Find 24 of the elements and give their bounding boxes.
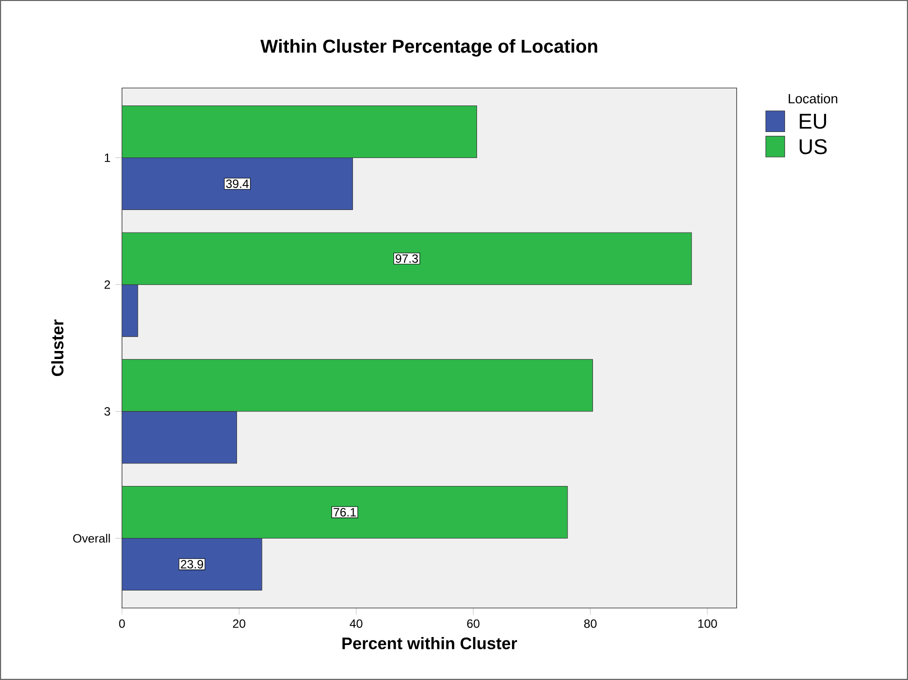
bar: [122, 105, 478, 158]
y-tick-label: 2: [104, 280, 110, 289]
data-label: 39.4: [226, 179, 249, 188]
legend-label: EU: [800, 114, 826, 129]
bar: [122, 232, 692, 285]
x-tick-label: 0: [119, 619, 125, 628]
y-tick-label: Overall: [73, 534, 110, 543]
y-tick-label: 1: [104, 154, 110, 162]
legend-title: Location: [788, 94, 838, 104]
data-label: 23.9: [180, 560, 204, 568]
data-label: 97.3: [396, 254, 418, 263]
x-tick-label: 80: [584, 619, 597, 628]
x-tick-label: 60: [467, 619, 480, 628]
legend-label: US: [800, 139, 827, 154]
x-tick-label: 20: [233, 619, 246, 628]
bar: [122, 359, 593, 412]
y-axis-title: Cluster: [51, 320, 64, 376]
x-axis-title: Percent within Cluster: [342, 637, 518, 650]
data-label: 76.1: [334, 508, 356, 516]
chart-title: Within Cluster Percentage of Location: [260, 39, 598, 57]
bar: [122, 486, 568, 539]
x-tick-label: 40: [350, 619, 362, 628]
x-tick-label: 100: [698, 619, 717, 628]
y-tick-label: 3: [104, 407, 110, 416]
